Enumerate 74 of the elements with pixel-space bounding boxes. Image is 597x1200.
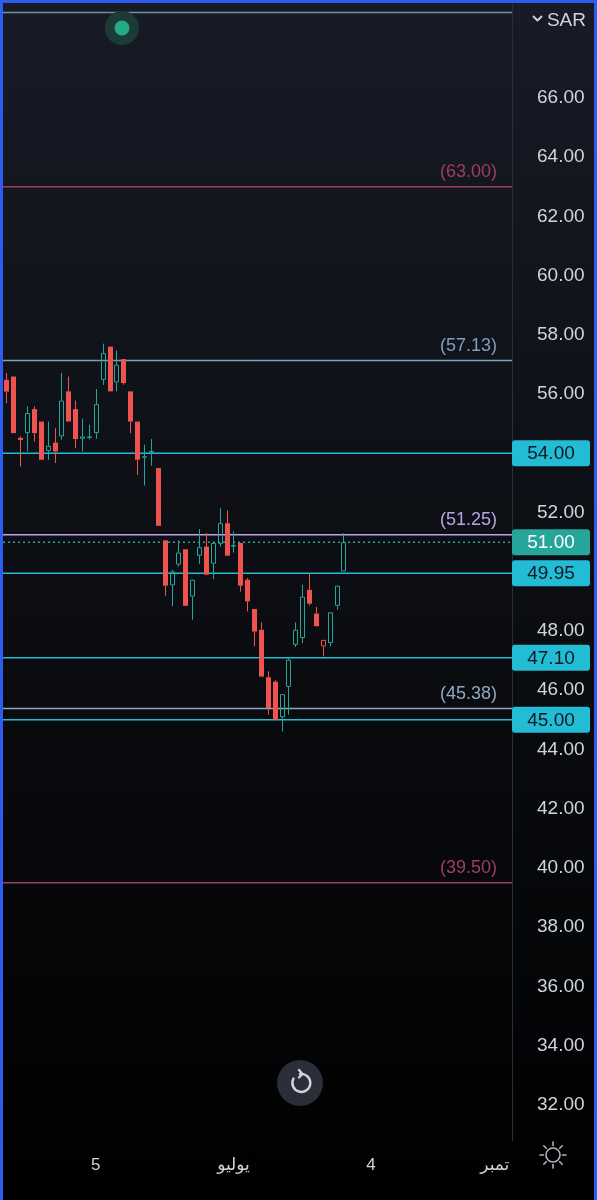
candlestick <box>114 349 119 392</box>
ref-line-label: 47.10 <box>527 646 575 668</box>
candlestick <box>46 421 51 461</box>
candlestick <box>286 657 291 716</box>
y-tick-label: 32.00 <box>537 1093 585 1115</box>
candlestick <box>300 584 305 644</box>
candlestick <box>280 694 285 732</box>
candlestick <box>245 577 250 612</box>
candlestick <box>108 346 113 392</box>
candlestick <box>149 438 154 467</box>
ref-line-label: 49.95 <box>527 562 575 584</box>
y-tick-label: 42.00 <box>537 796 585 818</box>
candlestick <box>101 343 106 386</box>
y-tick-label: 46.00 <box>537 678 585 700</box>
x-tick-label: يوليو <box>216 1155 250 1175</box>
annotation: (63.00) <box>439 160 497 181</box>
x-tick-label: 4 <box>366 1155 376 1175</box>
candlestick <box>94 388 99 440</box>
candlestick <box>190 579 195 621</box>
candlestick <box>266 670 271 716</box>
ref-line-label: 51.00 <box>527 531 575 553</box>
candlestick <box>314 606 319 627</box>
ref-line-label: 45.00 <box>527 709 575 731</box>
y-tick-label: 56.00 <box>537 382 585 404</box>
y-tick-label: 60.00 <box>537 263 585 285</box>
y-tick-label: 66.00 <box>537 86 585 108</box>
annotation: (57.13) <box>439 334 497 355</box>
candlestick <box>39 421 44 460</box>
candlestick <box>121 359 126 386</box>
candlestick <box>66 376 71 422</box>
y-tick-label: 38.00 <box>537 915 585 937</box>
y-tick-label: 36.00 <box>537 974 585 996</box>
ref-line-label: 54.00 <box>527 442 575 464</box>
annotation: (45.38) <box>439 682 497 703</box>
candlestick <box>328 612 333 647</box>
candlestick <box>293 621 298 648</box>
candlestick <box>321 639 326 657</box>
candlestick <box>238 543 243 593</box>
candlestick <box>59 372 64 441</box>
candlestick <box>53 427 58 464</box>
x-tick-label: تمبر <box>479 1155 510 1175</box>
y-tick-label: 64.00 <box>537 145 585 167</box>
y-tick-label: 48.00 <box>537 619 585 641</box>
y-tick-label: 44.00 <box>537 737 585 759</box>
candlestick <box>156 468 161 526</box>
y-tick-label: 40.00 <box>537 856 585 878</box>
x-tick-label: 5 <box>91 1155 101 1175</box>
candlestick <box>18 437 23 468</box>
candlestick <box>273 679 278 720</box>
y-tick-label: 58.00 <box>537 323 585 345</box>
candlestick <box>11 376 16 434</box>
candlestick <box>170 569 175 607</box>
candlestick <box>225 509 230 556</box>
candlestick <box>73 400 78 449</box>
candlestick <box>183 549 188 606</box>
candlestick <box>80 418 85 452</box>
candlestick <box>32 405 37 442</box>
candlestick <box>4 372 9 404</box>
candlestick <box>142 444 147 487</box>
candlestick <box>135 421 140 476</box>
annotation: (51.25) <box>439 508 497 529</box>
y-tick-label: 52.00 <box>537 500 585 522</box>
candlestick <box>307 572 312 607</box>
y-tick-label: 62.00 <box>537 204 585 226</box>
candlestick <box>163 540 168 597</box>
y-tick-label: 34.00 <box>537 1033 585 1055</box>
candlestick <box>204 532 209 575</box>
candlestick <box>259 621 264 677</box>
y-axis-title: SAR <box>546 8 586 32</box>
candlestick <box>335 585 340 611</box>
candlestick <box>128 391 133 434</box>
candlestick <box>252 609 257 647</box>
annotation: (39.50) <box>439 856 497 877</box>
candlestick <box>25 405 30 452</box>
